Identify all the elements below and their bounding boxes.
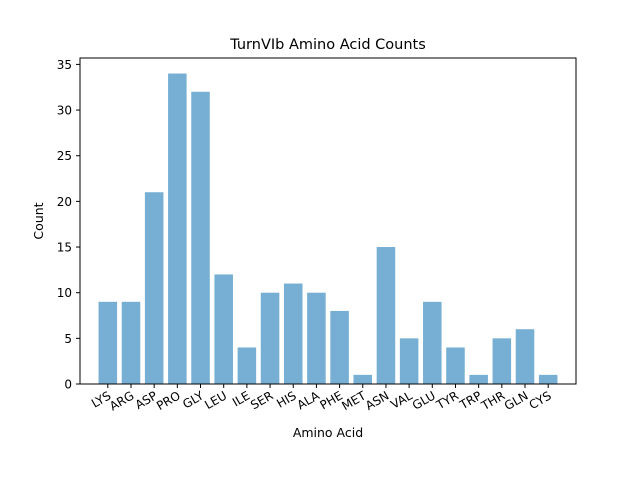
- bar-phe: [330, 310, 349, 384]
- y-tick-label: 20: [57, 195, 72, 209]
- x-axis-label: Amino Acid: [293, 425, 363, 440]
- bar-lys: [98, 301, 118, 384]
- bar-ile: [237, 347, 257, 384]
- bar-glu: [423, 301, 442, 384]
- bar-asp: [144, 192, 164, 384]
- y-tick-label: 0: [64, 378, 72, 392]
- bar-asn: [376, 247, 396, 384]
- bar-thr: [492, 338, 512, 384]
- y-tick-label: 25: [57, 149, 72, 163]
- y-tick-label: 5: [64, 332, 72, 346]
- bar-pro: [168, 73, 187, 385]
- bar-gln: [515, 329, 535, 384]
- bar-val: [399, 338, 419, 384]
- bar-met: [353, 374, 373, 384]
- y-tick-label: 30: [57, 104, 72, 118]
- bars-group: [98, 73, 558, 385]
- bar-trp: [469, 374, 488, 384]
- bar-leu: [214, 274, 233, 384]
- bar-gly: [191, 91, 210, 385]
- y-axis-label: Count: [31, 202, 46, 239]
- bar-ser: [260, 292, 280, 384]
- bar-ala: [307, 292, 326, 384]
- chart-title: TurnVIb Amino Acid Counts: [229, 37, 426, 53]
- bar-tyr: [446, 347, 465, 384]
- bar-his: [283, 283, 303, 384]
- y-tick-label: 10: [57, 286, 72, 300]
- bar-arg: [121, 301, 141, 384]
- y-tick-label: 35: [57, 58, 72, 72]
- y-tick-label: 15: [57, 241, 72, 255]
- bar-cys: [538, 374, 558, 384]
- y-ticks-group: 0 5 10 15 20 25 30 35: [57, 58, 80, 392]
- plot-frame: [79, 57, 577, 385]
